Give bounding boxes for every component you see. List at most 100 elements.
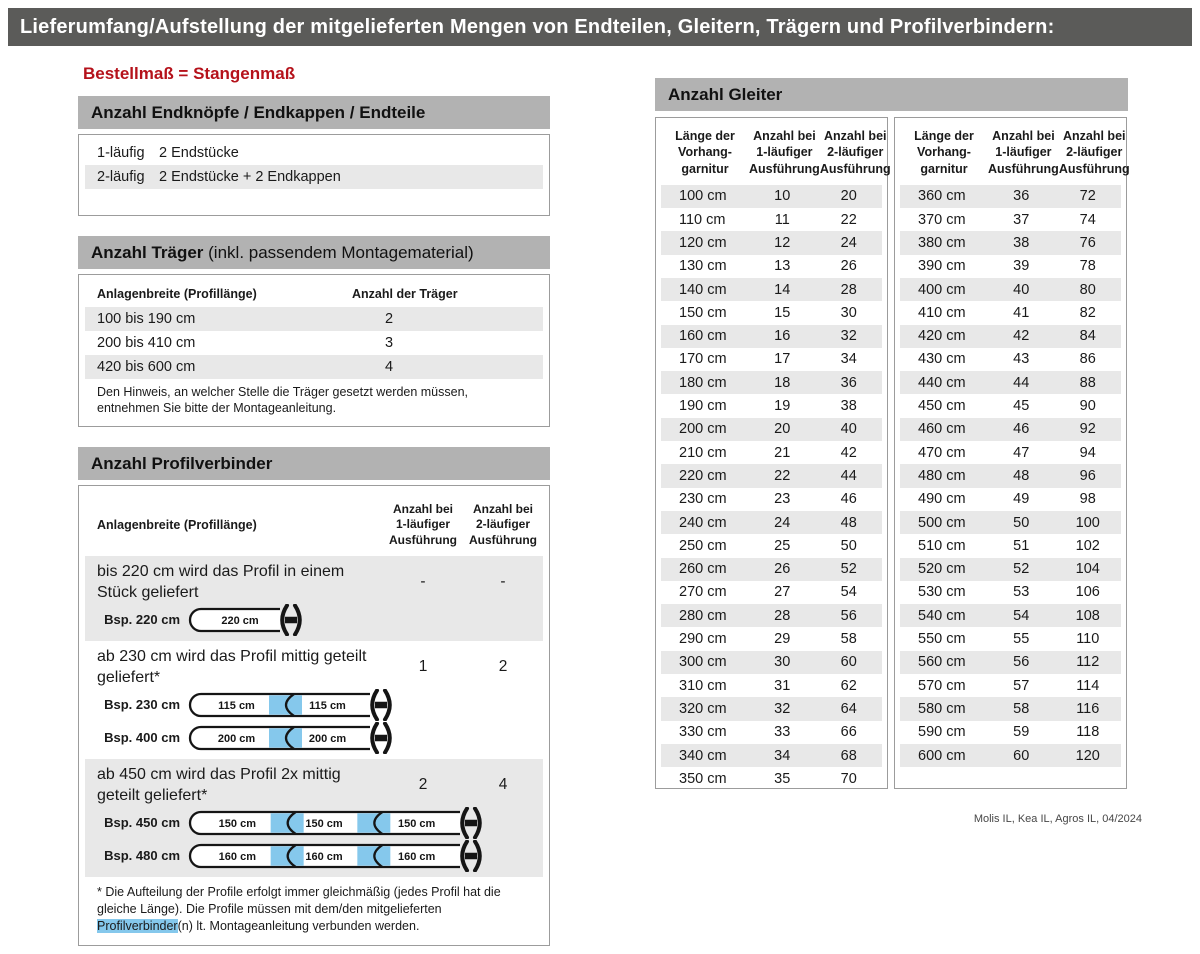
profilverbinder-groups: bis 220 cm wird das Profil in einem Stüc…	[85, 556, 543, 878]
table-row: 120 cm 12 24	[661, 231, 882, 255]
count-2-laeufig-cell: 74	[1079, 211, 1096, 228]
table-row: 400 cm 40 80	[900, 277, 1121, 302]
count-1-laeufig-cell: 38	[1013, 234, 1030, 251]
length-cell: 400 cm	[918, 281, 966, 298]
count-1-laeufig-cell: 43	[1013, 351, 1030, 368]
length-cell: 550 cm	[918, 631, 966, 648]
length-cell: 450 cm	[918, 398, 966, 415]
count-2-laeufig-cell: 58	[840, 631, 857, 648]
table-row: 570 cm 57 114	[900, 674, 1121, 697]
traeger-table-header: Anlagenbreite (Profillänge) Anzahl der T…	[85, 281, 543, 307]
table-row: 510 cm 51 102	[900, 534, 1121, 557]
table-row: 160 cm 16 32	[661, 324, 882, 348]
profilverbinder-group: ab 450 cm wird das Profil 2x mittig gete…	[85, 759, 543, 878]
length-cell: 240 cm	[679, 514, 727, 531]
table-row: 190 cm 19 38	[661, 394, 882, 417]
table-row: 390 cm 39 78	[900, 255, 1121, 278]
length-cell: 430 cm	[918, 351, 966, 368]
length-cell: 190 cm	[679, 398, 727, 415]
table-row: 530 cm 53 106	[900, 581, 1121, 604]
profilverbinder-group: bis 220 cm wird das Profil in einem Stüc…	[85, 556, 543, 642]
count-1-laeufig-cell: 28	[774, 607, 791, 624]
section-header-traeger-bold: Anzahl Träger	[91, 242, 204, 262]
profile-diagram: 160 cm 160 cm 160 cm	[188, 839, 486, 872]
group-row: ab 450 cm wird das Profil 2x mittig gete…	[85, 764, 543, 806]
count-2-laeufig-cell: 88	[1079, 374, 1096, 391]
header-line: Anzahl bei	[992, 129, 1055, 143]
count-2-laeufig-cell: 86	[1079, 351, 1096, 368]
example-label: Bsp. 480 cm	[104, 848, 180, 864]
profile-example: Bsp. 220 cm 220 cm	[85, 603, 543, 636]
table-row: 560 cm 56 112	[900, 650, 1121, 674]
profile-diagram: 115 cm 115 cm	[188, 688, 396, 721]
length-cell: 150 cm	[679, 304, 727, 321]
svg-text:115 cm: 115 cm	[218, 700, 255, 712]
section-header-endteile-text: Anzahl Endknöpfe / Endkappen / Endteile	[91, 102, 426, 122]
count-1-laeufig-cell: 32	[774, 700, 791, 717]
footnote-text: * Die Aufteilung der Profile erfolgt imm…	[97, 885, 501, 916]
profile-example: Bsp. 480 cm 160 cm 160 cm 160 cm	[85, 839, 543, 872]
table-row: 370 cm 37 74	[900, 208, 1121, 231]
length-cell: 140 cm	[679, 281, 727, 298]
table-row: 310 cm 31 62	[661, 674, 882, 697]
profilverbinder-table: Anlagenbreite (Profillänge) Anzahl bei 1-…	[78, 485, 550, 946]
count-1-laeufig-cell: 20	[774, 421, 791, 438]
svg-text:200 cm: 200 cm	[309, 733, 347, 745]
endteile-rows: 1-läufig 2 Endstücke 2-läufig 2 Endstücke +…	[85, 141, 543, 189]
profilverbinder-footnote: * Die Aufteilung der Profile erfolgt imm…	[85, 877, 543, 939]
length-cell: 570 cm	[918, 677, 966, 694]
table-row: 600 cm 60 120	[900, 743, 1121, 768]
table-row: 230 cm 23 46	[661, 488, 882, 511]
example-label: Bsp. 450 cm	[104, 815, 180, 831]
count-2-laeufig-cell: 98	[1079, 491, 1096, 508]
svg-text:115 cm: 115 cm	[309, 700, 346, 712]
count-1-laeufig-cell: 56	[1013, 654, 1030, 671]
header-line: Ausführung	[469, 532, 537, 547]
table-row: 200 cm 20 40	[661, 417, 882, 442]
table-row: 270 cm 27 54	[661, 581, 882, 604]
count-2-laeufig-cell: 52	[840, 561, 857, 578]
traeger-col1-header: Anlagenbreite (Profillänge)	[97, 287, 257, 301]
length-cell: 490 cm	[918, 491, 966, 508]
left-column: Bestellmaß = Stangenmaß Anzahl Endknöpfe…	[78, 60, 550, 946]
gleiter-table-header: Länge der Vorhang-garnitur Anzahl bei 1-läu…	[900, 126, 1130, 185]
gleiter-table-header: Länge der Vorhang-garnitur Anzahl bei 1-läu…	[661, 126, 891, 185]
header-line: Länge der	[675, 129, 735, 143]
table-row: 330 cm 33 66	[661, 721, 882, 744]
length-cell: 210 cm	[679, 444, 727, 461]
count-1-laeufig-cell: 44	[1013, 374, 1030, 391]
length-cell: 470 cm	[918, 444, 966, 461]
count-2-laeufig-cell: 66	[840, 724, 857, 741]
column-header: Länge der Vorhang-garnitur	[661, 128, 749, 177]
count-2-laeufig-cell: 48	[840, 514, 857, 531]
count-1-laeufig-cell: 15	[774, 304, 791, 321]
length-cell: 280 cm	[679, 607, 727, 624]
header-line: 1-läufiger	[995, 145, 1052, 160]
table-row: 440 cm 44 88	[900, 371, 1121, 395]
count-1-laeufig-cell: 10	[774, 188, 791, 205]
table-row: 290 cm 29 58	[661, 627, 882, 650]
count-1-laeufig-cell: 23	[774, 491, 791, 508]
length-cell: 440 cm	[918, 374, 966, 391]
svg-text:160 cm: 160 cm	[398, 851, 436, 863]
length-cell: 540 cm	[918, 607, 966, 624]
header-line: 1-läufiger	[756, 145, 813, 160]
length-cell: 420 cm	[918, 328, 966, 345]
profilverbinder-col3-header: Anzahl bei 2-läufiger Ausführung	[463, 502, 543, 548]
table-row: 460 cm 46 92	[900, 417, 1121, 442]
traeger-note: Den Hinweis, an welcher Stelle die Träge…	[97, 385, 469, 415]
table-row: 420 bis 600 cm 4	[85, 355, 543, 379]
count-2-laeufig-cell: 46	[840, 491, 857, 508]
length-cell: 360 cm	[918, 188, 966, 205]
count-1-laeufig-cell: 42	[1013, 328, 1030, 345]
group-text: bis 220 cm wird das Profil in einem Stüc…	[97, 563, 345, 602]
svg-text:200 cm: 200 cm	[218, 733, 256, 745]
count-1-laeufig-cell: 27	[774, 584, 791, 601]
table-row: 100 bis 190 cm 2	[85, 307, 543, 331]
header-line: garnitur	[681, 161, 729, 176]
count-1-laeufig-cell: 14	[774, 281, 791, 298]
length-cell: 590 cm	[918, 724, 966, 741]
count-2-laeufig-cell: 70	[840, 770, 857, 787]
header-line: Anzahl bei	[823, 129, 887, 143]
count-1-laeufig-cell: 18	[774, 374, 791, 391]
